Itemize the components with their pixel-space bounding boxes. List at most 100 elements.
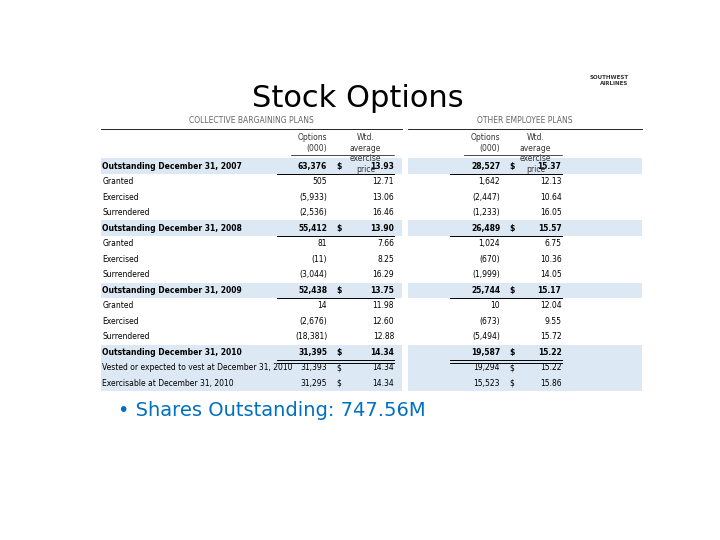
Text: 13.90: 13.90 bbox=[370, 224, 394, 233]
Text: 12.13: 12.13 bbox=[540, 177, 562, 186]
Text: $: $ bbox=[510, 379, 515, 388]
Text: Surrendered: Surrendered bbox=[102, 208, 150, 217]
Text: Surrendered: Surrendered bbox=[102, 271, 150, 279]
Text: 6.75: 6.75 bbox=[544, 239, 562, 248]
Text: 505: 505 bbox=[312, 177, 327, 186]
Text: 10: 10 bbox=[490, 301, 500, 310]
Text: 15.72: 15.72 bbox=[540, 333, 562, 341]
Text: Exercised: Exercised bbox=[102, 193, 139, 201]
Bar bbox=[101, 360, 402, 376]
Text: 12.60: 12.60 bbox=[372, 317, 394, 326]
Text: Granted: Granted bbox=[102, 239, 134, 248]
Text: $: $ bbox=[510, 348, 515, 357]
Text: $: $ bbox=[337, 379, 341, 388]
Text: Exercised: Exercised bbox=[102, 255, 139, 264]
Text: Granted: Granted bbox=[102, 301, 134, 310]
Text: 16.29: 16.29 bbox=[372, 271, 394, 279]
Text: 25,744: 25,744 bbox=[471, 286, 500, 295]
Text: SOUTHWEST
AIRLINES: SOUTHWEST AIRLINES bbox=[590, 75, 629, 86]
Text: (11): (11) bbox=[312, 255, 327, 264]
Text: $: $ bbox=[510, 224, 515, 233]
Text: Options
(000): Options (000) bbox=[470, 133, 500, 153]
Text: Wtd.
average
exercise
price: Wtd. average exercise price bbox=[350, 133, 381, 173]
Bar bbox=[408, 158, 642, 174]
Text: (1,999): (1,999) bbox=[472, 271, 500, 279]
Bar bbox=[408, 360, 642, 376]
Text: $: $ bbox=[337, 286, 342, 295]
Text: $: $ bbox=[510, 363, 515, 373]
Bar bbox=[101, 345, 402, 360]
Text: (2,676): (2,676) bbox=[300, 317, 327, 326]
Text: Outstanding December 31, 2010: Outstanding December 31, 2010 bbox=[102, 348, 242, 357]
Text: (5,494): (5,494) bbox=[472, 333, 500, 341]
Text: 52,438: 52,438 bbox=[298, 286, 327, 295]
Text: Vested or expected to vest at December 31, 2010: Vested or expected to vest at December 3… bbox=[102, 363, 293, 373]
Text: 10.36: 10.36 bbox=[540, 255, 562, 264]
Text: 12.71: 12.71 bbox=[373, 177, 394, 186]
Bar bbox=[408, 282, 642, 298]
Text: $: $ bbox=[510, 161, 515, 171]
Text: (673): (673) bbox=[480, 317, 500, 326]
Text: 16.05: 16.05 bbox=[540, 208, 562, 217]
Bar bbox=[408, 220, 642, 236]
Text: 13.06: 13.06 bbox=[372, 193, 394, 201]
Text: 19,294: 19,294 bbox=[474, 363, 500, 373]
Text: (5,933): (5,933) bbox=[300, 193, 327, 201]
Text: 13.93: 13.93 bbox=[370, 161, 394, 171]
Text: 26,489: 26,489 bbox=[471, 224, 500, 233]
Text: Outstanding December 31, 2008: Outstanding December 31, 2008 bbox=[102, 224, 242, 233]
Bar bbox=[101, 282, 402, 298]
Text: 11.98: 11.98 bbox=[373, 301, 394, 310]
Text: $: $ bbox=[337, 224, 342, 233]
Text: 19,587: 19,587 bbox=[471, 348, 500, 357]
Text: Granted: Granted bbox=[102, 177, 134, 186]
Text: 63,376: 63,376 bbox=[298, 161, 327, 171]
Text: 7.66: 7.66 bbox=[377, 239, 394, 248]
Text: • Shares Outstanding: 747.56M: • Shares Outstanding: 747.56M bbox=[118, 401, 426, 420]
Text: (3,044): (3,044) bbox=[300, 271, 327, 279]
Text: 28,527: 28,527 bbox=[471, 161, 500, 171]
Text: Outstanding December 31, 2009: Outstanding December 31, 2009 bbox=[102, 286, 242, 295]
Text: $: $ bbox=[510, 286, 515, 295]
Text: 55,412: 55,412 bbox=[298, 224, 327, 233]
Bar bbox=[101, 220, 402, 236]
Text: $: $ bbox=[337, 161, 342, 171]
Text: 1,024: 1,024 bbox=[479, 239, 500, 248]
Text: (1,233): (1,233) bbox=[472, 208, 500, 217]
Text: Exercised: Exercised bbox=[102, 317, 139, 326]
Text: Options
(000): Options (000) bbox=[297, 133, 327, 153]
Text: Stock Options: Stock Options bbox=[252, 84, 464, 112]
Text: COLLECTIVE BARGAINING PLANS: COLLECTIVE BARGAINING PLANS bbox=[189, 116, 314, 125]
Text: 1,642: 1,642 bbox=[479, 177, 500, 186]
Text: $: $ bbox=[337, 363, 341, 373]
Text: 31,295: 31,295 bbox=[301, 379, 327, 388]
Text: 15.37: 15.37 bbox=[538, 161, 562, 171]
Text: 31,395: 31,395 bbox=[298, 348, 327, 357]
Text: 14.34: 14.34 bbox=[372, 379, 394, 388]
Text: 15.57: 15.57 bbox=[538, 224, 562, 233]
Text: 12.88: 12.88 bbox=[373, 333, 394, 341]
Text: 15.17: 15.17 bbox=[538, 286, 562, 295]
Text: (2,447): (2,447) bbox=[472, 193, 500, 201]
Text: 15.86: 15.86 bbox=[540, 379, 562, 388]
Text: 12.04: 12.04 bbox=[540, 301, 562, 310]
Text: (2,536): (2,536) bbox=[300, 208, 327, 217]
Text: 81: 81 bbox=[318, 239, 327, 248]
Text: 16.46: 16.46 bbox=[372, 208, 394, 217]
Text: 14.05: 14.05 bbox=[540, 271, 562, 279]
Bar bbox=[101, 376, 402, 391]
Text: 14: 14 bbox=[318, 301, 327, 310]
Text: (18,381): (18,381) bbox=[295, 333, 327, 341]
Text: 10.64: 10.64 bbox=[540, 193, 562, 201]
Text: 14.34: 14.34 bbox=[370, 348, 394, 357]
Text: 14.34: 14.34 bbox=[372, 363, 394, 373]
Text: 15,523: 15,523 bbox=[474, 379, 500, 388]
Text: 8.25: 8.25 bbox=[377, 255, 394, 264]
Bar bbox=[408, 345, 642, 360]
Text: Surrendered: Surrendered bbox=[102, 333, 150, 341]
Text: 9.55: 9.55 bbox=[544, 317, 562, 326]
Text: Outstanding December 31, 2007: Outstanding December 31, 2007 bbox=[102, 161, 242, 171]
Bar bbox=[101, 158, 402, 174]
Text: 13.75: 13.75 bbox=[370, 286, 394, 295]
Text: OTHER EMPLOYEE PLANS: OTHER EMPLOYEE PLANS bbox=[477, 116, 573, 125]
